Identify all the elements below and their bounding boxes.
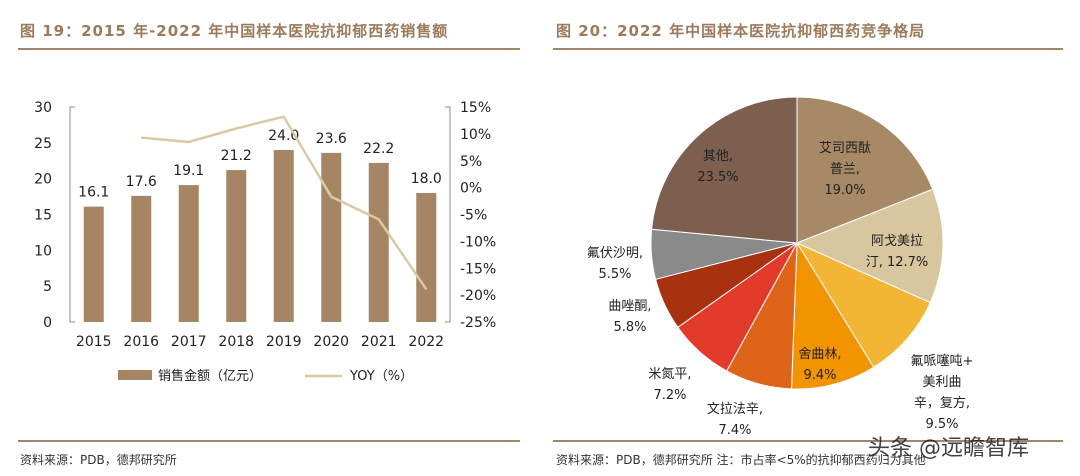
y-left-tick: 15 [34,208,52,224]
pie-label-line: 曲唑酮, [608,299,652,314]
pie-label: 舍曲林, 9.4% [798,344,841,386]
pie-label: 艾司西酞普兰, 19.0% [819,138,871,201]
bar-label: 18.0 [411,171,442,187]
y-left-tick: 25 [34,136,52,152]
pie-label-line: 7.2% [653,388,687,403]
bar-line-chart: 0 5 10 15 20 25 30 -25% -20% -15% -10% -5% 0% 5% 10% 15… [34,100,496,384]
pie-label: 曲唑酮, 5.8% [608,296,651,338]
y-right-tick: -20% [460,288,496,304]
x-tick: 2017 [171,334,207,350]
pie-label-line: 5.8% [613,320,647,335]
y-right-tick: 10% [460,127,491,143]
pie-label-line: 米氮平, [648,367,692,382]
bar-label: 16.1 [78,185,109,201]
x-tick: 2016 [123,334,159,350]
pie-slice [725,242,798,390]
title-rule-left [18,48,520,50]
legend-bar-label: 销售金额（亿元） [158,368,262,384]
x-tick: 2020 [313,334,349,350]
y-right-tick: 5% [460,154,482,170]
pie-slice [677,242,798,372]
pie-label-line: 9.4% [803,368,837,383]
source-left: 资料来源：PDB，德邦研究所 [20,453,177,467]
y-right-tick: 0% [460,181,482,197]
right-axis [445,106,451,323]
left-axis [69,106,75,323]
pie-label-line: 23.5% [697,170,739,185]
x-tick: 2019 [266,334,302,350]
pie-label-line: 舍曲林, [798,347,842,362]
pie-label: 氟哌噻吨+ 美利曲辛，复方, 9.5% [911,351,974,435]
y-left-tick: 10 [34,243,52,259]
bar [226,170,247,322]
pie-label: 米氮平, 7.2% [648,364,691,406]
y-right-tick: -25% [460,315,496,331]
pie-label: 氟伏沙明, 5.5% [587,243,643,285]
bar [273,150,294,322]
bar [178,185,199,322]
bar [83,206,104,322]
pie-label: 文拉法辛, 7.4% [707,399,763,441]
pie-label-line: 19.0% [824,183,866,198]
source-right: 资料来源：PDB，德邦研究所 注：市占率<5%的抗抑郁西药归为其他 [556,453,926,467]
bar [416,193,437,322]
bar-label: 22.2 [363,141,394,157]
y-left-tick: 20 [34,172,52,188]
pie-label-line: 汀, 12.7% [865,255,929,270]
pie-label-line: 氟哌噻吨+ [910,354,974,369]
pie-label-line: 美利曲 [922,375,962,390]
bar [321,152,342,322]
title-rule-right [553,48,1063,50]
chart-title-right: 图 20：2022 年中国样本医院抗抑郁西药竞争格局 [556,22,926,40]
pie-label-line: 文拉法辛, [706,402,764,417]
bar [131,195,152,322]
footer-rule-left [18,440,520,442]
legend-line-label: YOY（%） [349,369,413,384]
y-right-tick: -15% [460,261,496,277]
pie-label-line: 阿戈美拉 [870,234,924,249]
legend-bar-swatch [118,370,152,380]
x-tick: 2022 [408,334,444,350]
pie-label-line: 7.4% [718,423,752,438]
y-right-tick: -5% [460,208,487,224]
yoy-line [141,115,428,290]
watermark: 头条 @远瞻智库 [868,436,1029,461]
pie-label-line: 普兰, [829,162,861,177]
pie-label: 阿戈美拉汀, 12.7% [866,231,929,273]
bar-label: 23.6 [316,131,347,147]
pie-label-line: 其他, [702,149,734,164]
chart-title-left: 图 19：2015 年-2022 年中国样本医院抗抑郁西药销售额 [20,22,449,40]
y-left-tick: 30 [34,100,52,116]
pie-label-line: 9.5% [925,417,959,432]
pie-slice [654,242,798,329]
pie-label-line: 辛，复方, [913,396,971,411]
bar-label: 21.2 [221,148,252,164]
bar-label: 17.6 [126,174,157,190]
pie-label-line: 艾司西酞 [818,141,872,156]
y-right-tick: -10% [460,234,496,250]
y-left-tick: 0 [43,315,52,331]
y-left-tick: 5 [43,279,52,295]
bar-label: 19.1 [173,163,204,179]
x-tick: 2018 [218,334,254,350]
pie-label: 其他, 23.5% [697,146,738,188]
x-tick: 2021 [361,334,397,350]
bar [368,162,389,322]
footer-rule-right [553,440,1063,442]
pie-label-line: 氟伏沙明, [586,246,644,261]
x-tick: 2015 [76,334,112,350]
pie-label-line: 5.5% [598,267,632,282]
pie-slice [650,228,798,280]
y-right-tick: 15% [460,100,491,116]
